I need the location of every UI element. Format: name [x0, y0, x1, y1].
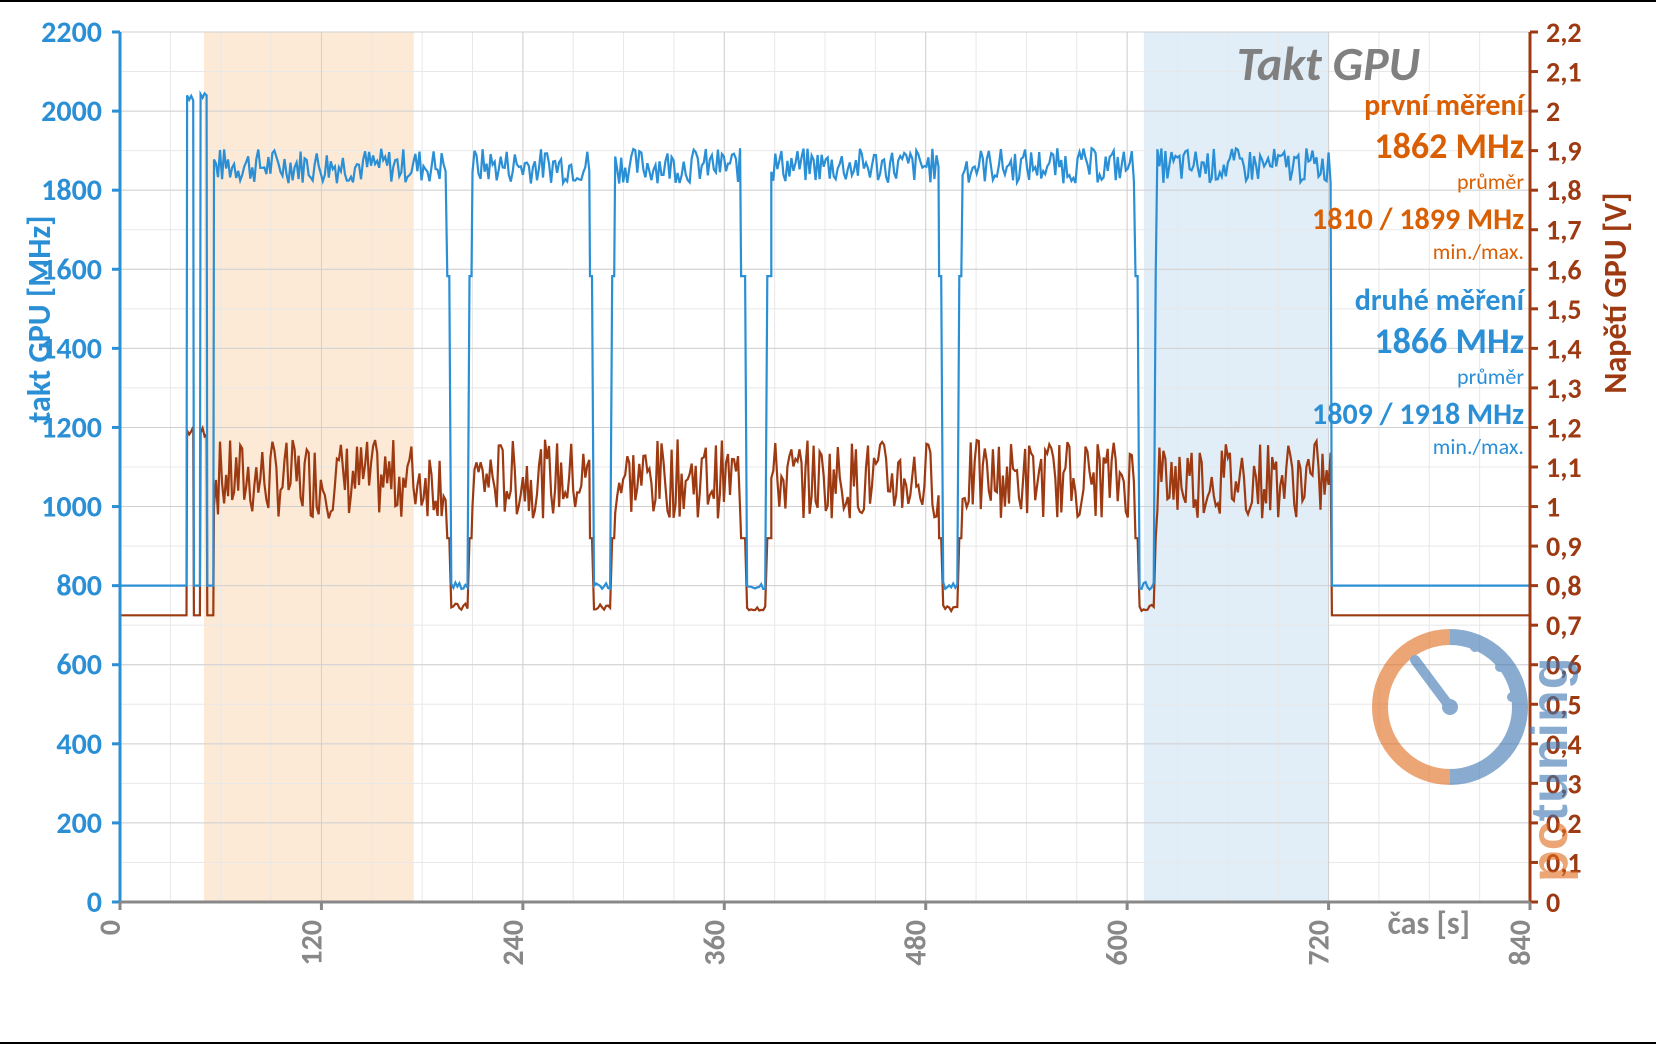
annotation-first-avg-label: průměr [1312, 168, 1524, 195]
logo-text-tuning: tuning [1521, 656, 1579, 821]
xtick: 840 [1502, 920, 1539, 966]
chart-container: 0200400600800100012001400160018002000220… [0, 0, 1656, 1044]
x-axis-label: čas [s] [1387, 904, 1470, 943]
xtick: 120 [293, 920, 330, 966]
xtick: 720 [1301, 920, 1338, 966]
ytick-right: 1,6 [1546, 252, 1582, 287]
ytick-right: 1,3 [1546, 371, 1582, 406]
y-axis-right-label: Napětí GPU [V] [1596, 192, 1635, 393]
ytick-right: 1,7 [1546, 213, 1582, 248]
annotation-second-range: 1809 / 1918 MHz [1312, 396, 1524, 433]
annotation-second-avg-label: průměr [1312, 363, 1524, 390]
ytick-right: 1,9 [1546, 134, 1582, 169]
annotation-second-measurement: druhé měření 1866 MHz průměr 1809 / 1918… [1312, 282, 1524, 460]
ytick-right: 0,7 [1546, 608, 1582, 643]
ytick-left: 2000 [41, 93, 102, 130]
xtick: 240 [495, 920, 532, 966]
pctuning-logo-icon [1360, 612, 1540, 892]
ytick-right: 1,2 [1546, 410, 1582, 445]
xtick: 360 [696, 920, 733, 966]
ytick-left: 1800 [41, 172, 102, 209]
ytick-right: 1,4 [1546, 331, 1582, 366]
ytick-right: 1,8 [1546, 173, 1582, 208]
ytick-left: 800 [56, 568, 102, 605]
y-axis-left-label: takt GPU [MHz] [20, 215, 59, 422]
ytick-right: 0,9 [1546, 529, 1582, 564]
watermark-logo: pctuning [1360, 612, 1540, 897]
ytick-left: 1000 [41, 489, 102, 526]
annotation-first-avg: 1862 MHz [1312, 124, 1524, 168]
annotation-second-title: druhé měření [1312, 282, 1524, 319]
annotation-second-range-label: min./max. [1312, 433, 1524, 460]
chart-title: Takt GPU [1237, 34, 1420, 93]
ytick-right: 2,1 [1546, 55, 1582, 90]
ytick-left: 2200 [41, 14, 102, 51]
ytick-right: 2,2 [1546, 15, 1582, 50]
annotation-second-avg: 1866 MHz [1312, 319, 1524, 363]
ytick-right: 0,8 [1546, 569, 1582, 604]
annotation-first-measurement: první měření 1862 MHz průměr 1810 / 1899… [1312, 87, 1524, 265]
ytick-left: 0 [87, 884, 102, 921]
ytick-left: 600 [56, 647, 102, 684]
xtick: 480 [898, 920, 935, 966]
annotation-first-range: 1810 / 1899 MHz [1312, 201, 1524, 238]
xtick: 0 [92, 920, 129, 935]
ytick-left: 200 [56, 805, 102, 842]
annotation-first-title: první měření [1312, 87, 1524, 124]
ytick-right: 2 [1546, 94, 1560, 129]
ytick-right: 1 [1546, 490, 1560, 525]
annotation-first-range-label: min./max. [1312, 238, 1524, 265]
xtick: 600 [1099, 920, 1136, 966]
logo-text-pc: pc [1521, 821, 1579, 882]
ytick-left: 400 [56, 726, 102, 763]
ytick-right: 0 [1546, 885, 1560, 920]
ytick-right: 1,1 [1546, 450, 1582, 485]
ytick-right: 1,5 [1546, 292, 1582, 327]
